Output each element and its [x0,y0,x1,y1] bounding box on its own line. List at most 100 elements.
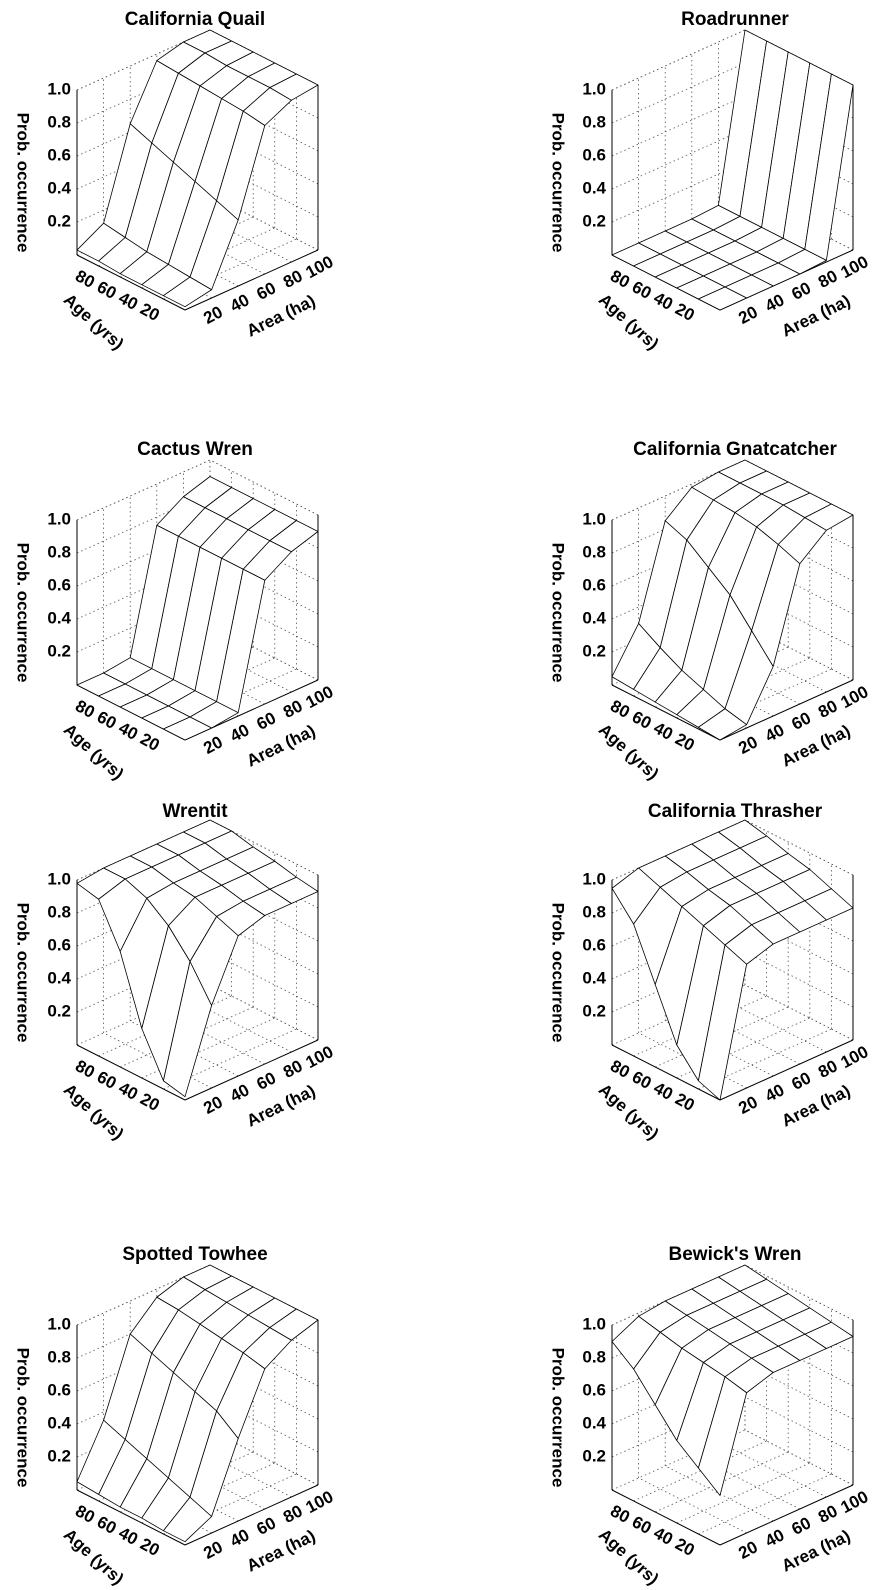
surface-patch [162,1496,213,1543]
x-tick-label: 80 [815,1501,841,1527]
x-tick-label: 60 [789,1513,815,1539]
x-tick-label: 20 [735,1537,761,1563]
axis-line [184,1484,319,1546]
x-grid-line [638,1477,747,1534]
x-axis-label: Area (ha) [779,1526,854,1575]
surface-patch [698,1376,747,1496]
x-axis-label: Area (ha) [244,1526,319,1575]
x-tick-label: 60 [789,708,815,734]
axis-line [76,1489,186,1546]
z-tick-label: 0.6 [47,1380,71,1399]
y-tick-label: 40 [115,1078,141,1104]
y-tick-label: 80 [607,266,633,292]
y-tick-label: 80 [72,266,98,292]
z-axis-label: Prob. occurrence [14,113,33,253]
z-axis-label: Prob. occurrence [14,903,33,1043]
z-tick-label: 0.6 [582,145,606,164]
y-tick-label: 80 [72,1501,98,1527]
chart-title: Wrentit [162,801,228,822]
y-tick-label: 20 [137,1089,163,1115]
z-grid-line [76,459,211,521]
z-tick-label: 1.0 [582,509,606,528]
y-grid-line [633,1440,767,1502]
x-tick-label: 80 [815,696,841,722]
z-tick-label: 0.8 [582,1347,606,1366]
y-grid-line [676,1462,810,1524]
z-grid-line [611,161,746,223]
z-tick-label: 0.2 [47,1446,71,1465]
z-tick-label: 0.2 [47,211,71,230]
x-tick-label: 80 [815,266,841,292]
x-tick-label: 100 [838,1487,872,1517]
z-grid-line [611,128,746,190]
x-grid-line [209,984,319,1041]
x-tick-label: 100 [838,252,872,282]
x-tick-label: 100 [303,1487,337,1517]
y-tick-label: 60 [94,707,120,733]
x-tick-label: 80 [280,1501,306,1527]
surface-patch [162,716,213,741]
z-grid-line [611,62,746,124]
surface-patch [162,961,213,1098]
chart-title: Cactus Wren [137,439,253,460]
axis-line [611,1044,721,1101]
x-tick-label: 40 [762,1080,788,1106]
x-tick-label: 20 [200,1092,226,1118]
z-tick-label: 0.8 [47,542,71,561]
y-grid-line [676,1017,810,1079]
y-tick-label: 80 [607,696,633,722]
x-tick-label: 80 [280,1056,306,1082]
x-axis-label: Area (ha) [779,291,854,340]
axis-line [76,254,186,311]
x-tick-label: 40 [227,1525,253,1551]
z-grid-line [611,95,746,157]
x-grid-line [718,1441,827,1498]
z-tick-label: 0.2 [47,1001,71,1020]
x-axis-label: Area (ha) [244,721,319,770]
y-tick-label: 60 [94,277,120,303]
z-tick-label: 0.2 [47,641,71,660]
z-tick-label: 0.6 [582,1380,606,1399]
surface-patch [698,944,747,1101]
z-grid-line [611,29,746,91]
y-tick-label: 60 [629,1512,655,1538]
z-tick-label: 1.0 [582,1314,606,1333]
y-tick-label: 40 [650,1523,676,1549]
y-tick-label: 20 [672,1089,698,1115]
x-tick-label: 20 [200,732,226,758]
x-axis-label: Area (ha) [244,1081,319,1130]
x-tick-label: 40 [227,720,253,746]
x-tick-label: 40 [227,1080,253,1106]
z-tick-label: 1.0 [582,79,606,98]
axis-line [611,1489,721,1546]
y-grid-line [163,1473,297,1535]
x-tick-label: 60 [254,708,280,734]
axis-line [76,1044,186,1101]
axis-line [719,679,854,741]
y-tick-label: 80 [72,1056,98,1082]
x-tick-label: 60 [254,1068,280,1094]
z-tick-label: 0.4 [582,968,606,987]
surface-patch [698,286,747,311]
x-grid-line [744,1429,854,1486]
y-tick-label: 60 [629,277,655,303]
z-tick-label: 0.4 [47,1413,71,1432]
x-tick-label: 60 [254,278,280,304]
x-tick-label: 20 [200,302,226,328]
y-grid-line [698,1473,832,1535]
y-grid-line [141,1017,275,1079]
z-tick-label: 1.0 [47,1314,71,1333]
y-tick-label: 40 [115,288,141,314]
y-tick-label: 60 [94,1067,120,1093]
z-tick-label: 0.4 [582,1413,606,1432]
x-tick-label: 100 [303,682,337,712]
x-tick-label: 100 [838,1042,872,1072]
surface-patch [698,708,747,741]
x-tick-label: 40 [762,290,788,316]
x-axis-label: Area (ha) [779,721,854,770]
